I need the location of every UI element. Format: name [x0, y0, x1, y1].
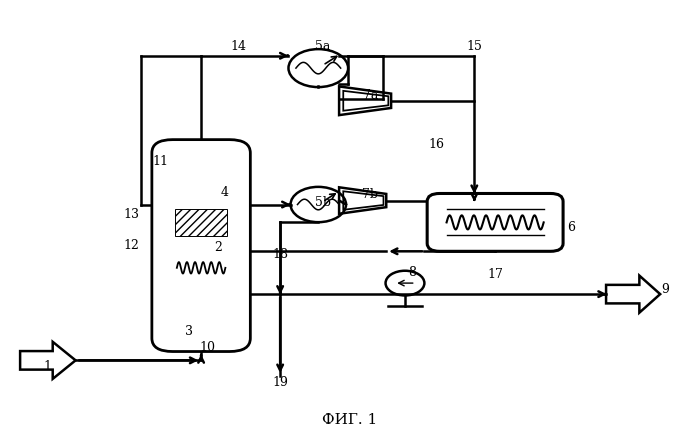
FancyBboxPatch shape — [427, 194, 563, 251]
Text: 11: 11 — [153, 155, 169, 168]
FancyBboxPatch shape — [152, 139, 250, 351]
Text: 8: 8 — [408, 266, 416, 278]
Text: 18: 18 — [272, 248, 288, 261]
Text: 5b: 5b — [315, 196, 331, 209]
Text: 9: 9 — [661, 283, 669, 296]
Text: 13: 13 — [123, 208, 139, 221]
Text: 10: 10 — [199, 342, 215, 354]
Text: ФИГ. 1: ФИГ. 1 — [322, 413, 377, 427]
Text: 6: 6 — [568, 221, 575, 234]
Text: 5a: 5a — [315, 40, 331, 54]
Text: 2: 2 — [214, 241, 222, 254]
Text: 3: 3 — [185, 325, 193, 338]
Text: 12: 12 — [123, 239, 139, 252]
Text: 14: 14 — [231, 40, 247, 54]
Text: 1: 1 — [44, 360, 52, 374]
Text: 17: 17 — [487, 268, 503, 281]
Text: 4: 4 — [221, 186, 229, 199]
Text: 16: 16 — [428, 138, 444, 151]
Text: 15: 15 — [466, 40, 482, 54]
Bar — [175, 209, 226, 236]
Text: 19: 19 — [272, 376, 288, 389]
Text: 7a: 7a — [363, 89, 378, 102]
Text: 7b: 7b — [362, 188, 378, 201]
